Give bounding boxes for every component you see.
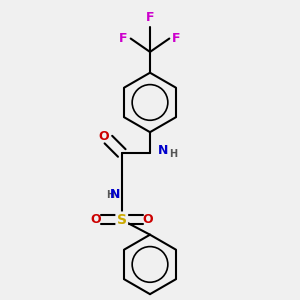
Text: H: H (106, 190, 114, 200)
Text: H: H (169, 149, 177, 160)
Text: N: N (110, 188, 120, 201)
Text: O: O (90, 213, 101, 226)
Text: F: F (172, 32, 181, 45)
Text: F: F (119, 32, 128, 45)
Text: F: F (146, 11, 154, 24)
Text: N: N (158, 143, 168, 157)
Text: S: S (117, 213, 127, 227)
Text: O: O (99, 130, 109, 143)
Text: O: O (142, 213, 153, 226)
